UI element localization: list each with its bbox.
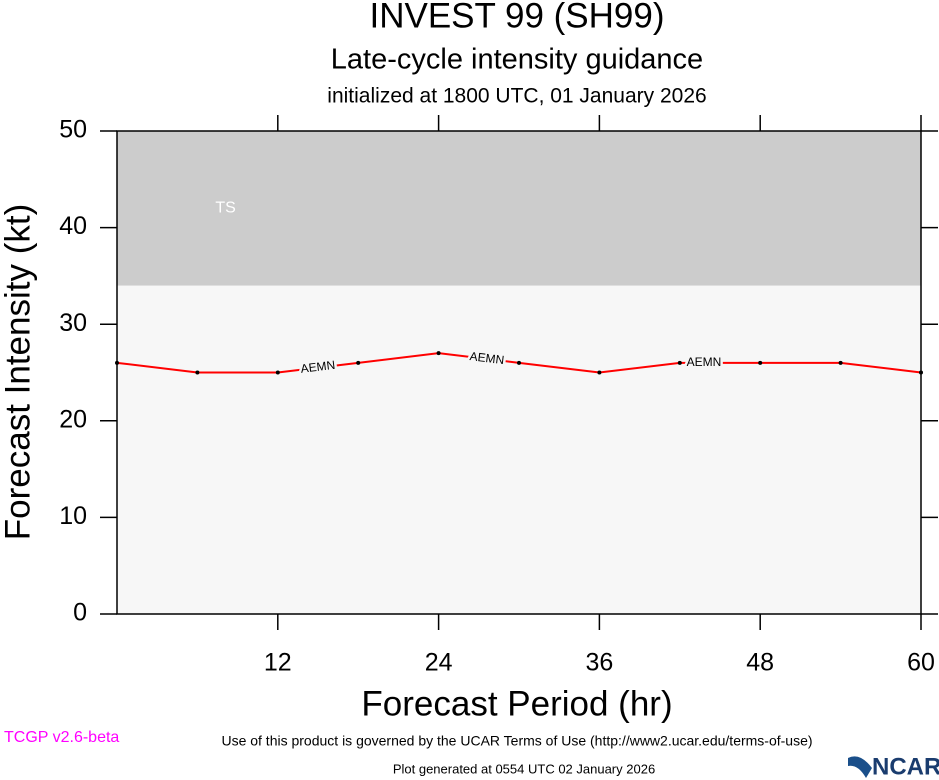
y-tick-label: 40 <box>59 212 87 240</box>
y-tick-label: 50 <box>59 116 87 144</box>
data-point <box>597 370 602 375</box>
y-tick-label: 20 <box>59 405 87 433</box>
y-tick-label: 30 <box>59 309 87 337</box>
chart-subtitle: Late-cycle intensity guidance <box>331 44 703 76</box>
chart-caption: initialized at 1800 UTC, 01 January 2026 <box>327 85 706 108</box>
series-inline-label: AEMN <box>469 349 505 367</box>
generated-note: Plot generated at 0554 UTC 02 January 20… <box>393 761 655 776</box>
x-tick-label: 48 <box>746 649 774 677</box>
data-point <box>758 360 763 365</box>
y-tick-label: 10 <box>59 502 87 530</box>
data-point <box>275 370 280 375</box>
data-point <box>195 370 200 375</box>
logo-text: NCAR <box>872 753 939 780</box>
y-tick-label: 0 <box>73 599 87 627</box>
data-point <box>517 360 521 365</box>
plot-frame <box>116 130 922 615</box>
logo-swoosh <box>848 756 872 778</box>
terms-note: Use of this product is governed by the U… <box>221 733 812 749</box>
x-axis-title: Forecast Period (hr) <box>361 684 672 723</box>
x-tick-label: 24 <box>425 649 453 677</box>
data-point <box>356 360 361 365</box>
data-point <box>436 351 441 356</box>
series-inline-label: AEMN <box>300 358 336 376</box>
series-inline-label: AEMN <box>687 355 722 369</box>
x-tick-label: 60 <box>907 649 935 677</box>
y-axis-title: Forecast Intensity (kt) <box>0 204 37 540</box>
ncar-logo: NCAR <box>848 753 939 780</box>
data-point <box>838 360 843 365</box>
data-point <box>677 360 682 365</box>
x-tick-label: 36 <box>585 649 613 677</box>
version-label: TCGP v2.6-beta <box>4 729 119 746</box>
x-tick-label: 12 <box>264 649 292 677</box>
chart-title: INVEST 99 (SH99) <box>369 0 664 35</box>
band-label: TS <box>215 199 235 216</box>
intensity-band <box>117 131 921 286</box>
